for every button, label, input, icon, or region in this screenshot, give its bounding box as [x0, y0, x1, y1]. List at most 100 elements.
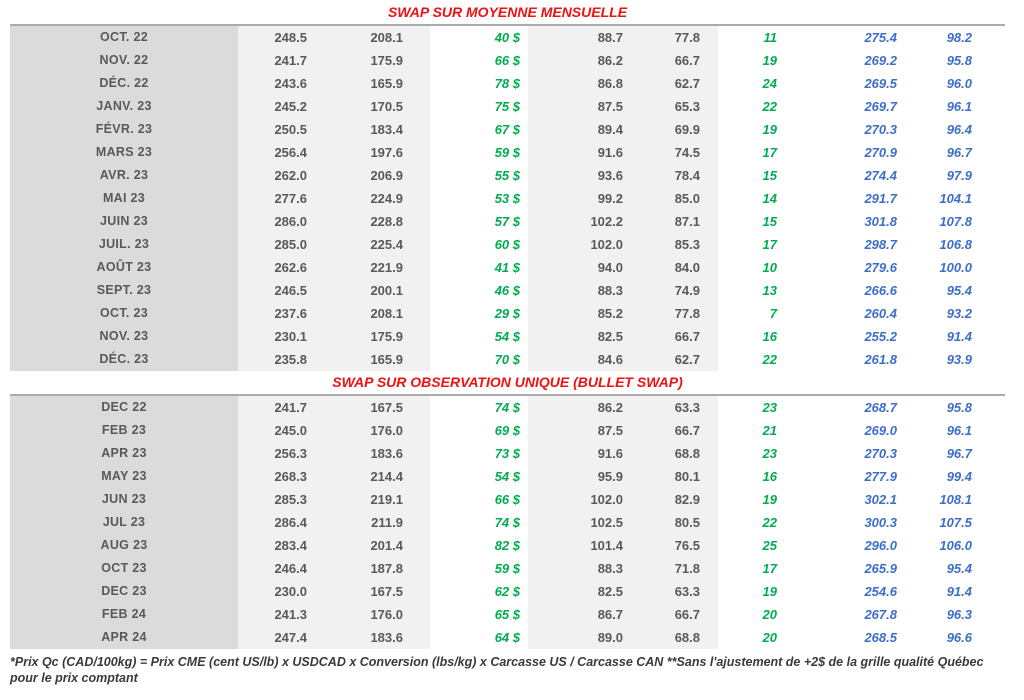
blue-value2-cell: 96.0 [902, 72, 977, 95]
swap-dollar-cell: 64 $ [430, 626, 528, 649]
blue-value1-cell: 302.1 [782, 488, 902, 511]
table-row: JANV. 23 245.2 170.5 75 $ 87.5 65.3 22 2… [10, 95, 1005, 118]
value1-cell: 241.7 [238, 396, 312, 419]
month-cell: MARS 23 [10, 141, 238, 164]
swap-dollar-cell: 65 $ [430, 603, 528, 626]
table-row: AOÛT 23 262.6 221.9 41 $ 94.0 84.0 10 27… [10, 256, 1005, 279]
value1-cell: 230.0 [238, 580, 312, 603]
swap-dollar-cell: 67 $ [430, 118, 528, 141]
green-value-cell: 22 [718, 511, 782, 534]
blue-value1-cell: 291.7 [782, 187, 902, 210]
value2-cell: 228.8 [312, 210, 430, 233]
value2-cell: 183.6 [312, 442, 430, 465]
blue-value1-cell: 267.8 [782, 603, 902, 626]
blue-value2-cell: 99.4 [902, 465, 977, 488]
value3-cell: 86.2 [528, 396, 628, 419]
green-value-cell: 16 [718, 465, 782, 488]
blue-value2-cell: 95.4 [902, 557, 977, 580]
swap-dollar-cell: 66 $ [430, 488, 528, 511]
blue-value2-cell: 91.4 [902, 580, 977, 603]
blue-value2-cell: 107.5 [902, 511, 977, 534]
blue-value1-cell: 279.6 [782, 256, 902, 279]
value4-cell: 87.1 [628, 210, 718, 233]
table-row: FEB 24 241.3 176.0 65 $ 86.7 66.7 20 267… [10, 603, 1005, 626]
swap-dollar-cell: 70 $ [430, 348, 528, 371]
blue-value1-cell: 274.4 [782, 164, 902, 187]
table-row: FEB 23 245.0 176.0 69 $ 87.5 66.7 21 269… [10, 419, 1005, 442]
month-cell: SEPT. 23 [10, 279, 238, 302]
value3-cell: 88.7 [528, 26, 628, 49]
table-row: SEPT. 23 246.5 200.1 46 $ 88.3 74.9 13 2… [10, 279, 1005, 302]
value1-cell: 283.4 [238, 534, 312, 557]
value2-cell: 167.5 [312, 396, 430, 419]
swap-dollar-cell: 62 $ [430, 580, 528, 603]
value1-cell: 256.4 [238, 141, 312, 164]
table-row: NOV. 23 230.1 175.9 54 $ 82.5 66.7 16 25… [10, 325, 1005, 348]
blue-value2-cell: 108.1 [902, 488, 977, 511]
blue-value2-cell: 96.1 [902, 419, 977, 442]
table-row: MAY 23 268.3 214.4 54 $ 95.9 80.1 16 277… [10, 465, 1005, 488]
blue-value2-cell: 106.0 [902, 534, 977, 557]
value1-cell: 243.6 [238, 72, 312, 95]
value4-cell: 78.4 [628, 164, 718, 187]
value1-cell: 262.6 [238, 256, 312, 279]
value1-cell: 285.0 [238, 233, 312, 256]
value2-cell: 200.1 [312, 279, 430, 302]
month-cell: AUG 23 [10, 534, 238, 557]
month-cell: AOÛT 23 [10, 256, 238, 279]
green-value-cell: 22 [718, 348, 782, 371]
blue-value1-cell: 254.6 [782, 580, 902, 603]
value2-cell: 221.9 [312, 256, 430, 279]
table-row: JUN 23 285.3 219.1 66 $ 102.0 82.9 19 30… [10, 488, 1005, 511]
table-row: MARS 23 256.4 197.6 59 $ 91.6 74.5 17 27… [10, 141, 1005, 164]
table-row: NOV. 22 241.7 175.9 66 $ 86.2 66.7 19 26… [10, 49, 1005, 72]
monthly-swap-table: OCT. 22 248.5 208.1 40 $ 88.7 77.8 11 27… [10, 24, 1005, 371]
value4-cell: 77.8 [628, 26, 718, 49]
table-row: AUG 23 283.4 201.4 82 $ 101.4 76.5 25 29… [10, 534, 1005, 557]
value2-cell: 175.9 [312, 325, 430, 348]
blue-value1-cell: 296.0 [782, 534, 902, 557]
blue-value1-cell: 269.5 [782, 72, 902, 95]
value2-cell: 183.6 [312, 626, 430, 649]
swap-dollar-cell: 60 $ [430, 233, 528, 256]
swap-dollar-cell: 73 $ [430, 442, 528, 465]
value3-cell: 88.3 [528, 279, 628, 302]
value1-cell: 248.5 [238, 26, 312, 49]
value1-cell: 237.6 [238, 302, 312, 325]
blue-value2-cell: 96.6 [902, 626, 977, 649]
value3-cell: 82.5 [528, 325, 628, 348]
value2-cell: 225.4 [312, 233, 430, 256]
value3-cell: 102.0 [528, 488, 628, 511]
blue-value2-cell: 93.9 [902, 348, 977, 371]
table-row: DEC 22 241.7 167.5 74 $ 86.2 63.3 23 268… [10, 396, 1005, 419]
blue-value2-cell: 96.1 [902, 95, 977, 118]
blue-value1-cell: 301.8 [782, 210, 902, 233]
blue-value2-cell: 96.4 [902, 118, 977, 141]
month-cell: NOV. 22 [10, 49, 238, 72]
swap-dollar-cell: 74 $ [430, 511, 528, 534]
month-cell: NOV. 23 [10, 325, 238, 348]
blue-value2-cell: 107.8 [902, 210, 977, 233]
swap-dollar-cell: 57 $ [430, 210, 528, 233]
value1-cell: 250.5 [238, 118, 312, 141]
blue-value1-cell: 255.2 [782, 325, 902, 348]
blue-value1-cell: 277.9 [782, 465, 902, 488]
swap-dollar-cell: 54 $ [430, 465, 528, 488]
month-cell: DEC 23 [10, 580, 238, 603]
value2-cell: 197.6 [312, 141, 430, 164]
value4-cell: 63.3 [628, 580, 718, 603]
table-row: OCT. 22 248.5 208.1 40 $ 88.7 77.8 11 27… [10, 26, 1005, 49]
value2-cell: 175.9 [312, 49, 430, 72]
value2-cell: 219.1 [312, 488, 430, 511]
blue-value1-cell: 268.5 [782, 626, 902, 649]
value4-cell: 66.7 [628, 419, 718, 442]
green-value-cell: 20 [718, 626, 782, 649]
value3-cell: 89.0 [528, 626, 628, 649]
value4-cell: 66.7 [628, 49, 718, 72]
value1-cell: 286.4 [238, 511, 312, 534]
value2-cell: 167.5 [312, 580, 430, 603]
green-value-cell: 10 [718, 256, 782, 279]
green-value-cell: 14 [718, 187, 782, 210]
month-cell: JUIL. 23 [10, 233, 238, 256]
